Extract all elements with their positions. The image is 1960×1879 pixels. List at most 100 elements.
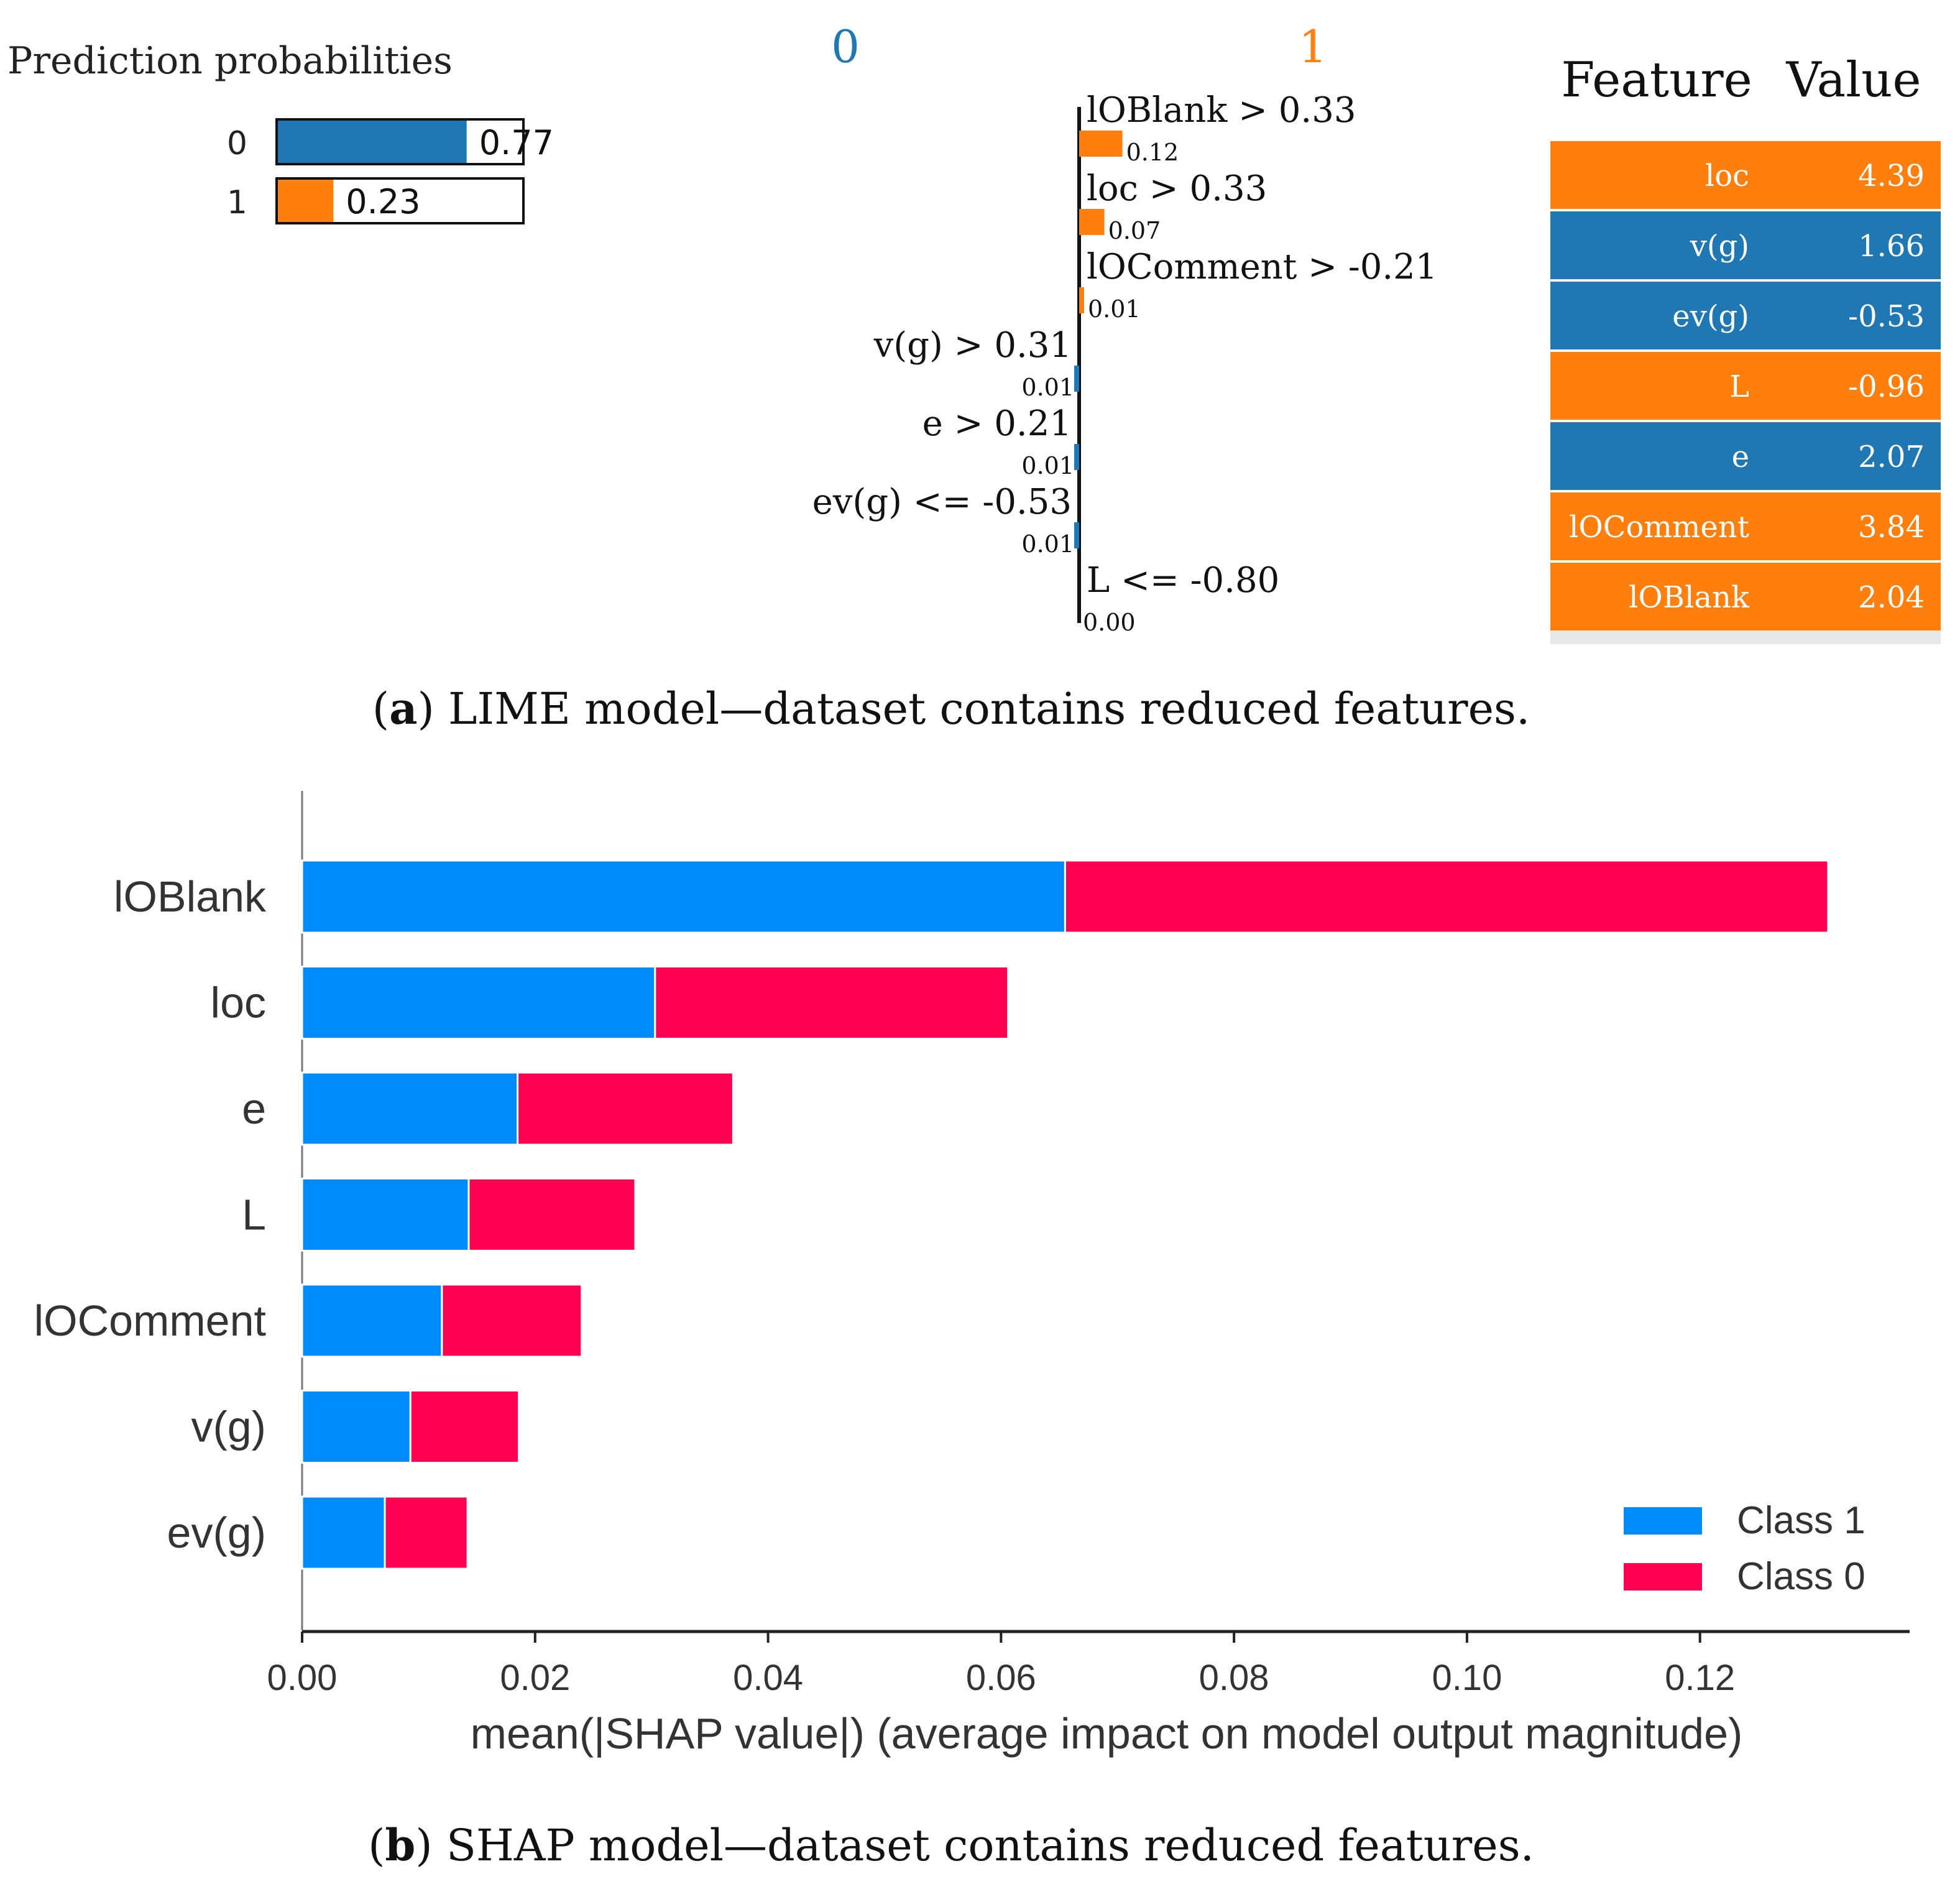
table-cell-value: -0.96 bbox=[1848, 369, 1925, 404]
probability-bar bbox=[277, 119, 467, 164]
shap-legend: Class 1 Class 0 bbox=[1624, 1499, 1866, 1598]
table-header-feature: Feature bbox=[1561, 52, 1752, 108]
probability-value-label: 0.77 bbox=[479, 123, 554, 162]
shap-x-tick-label: 0.02 bbox=[500, 1658, 570, 1698]
table-row bbox=[1550, 352, 1941, 420]
explanation-weight-bar bbox=[1079, 209, 1105, 235]
legend-label-class-0: Class 0 bbox=[1737, 1555, 1866, 1598]
table-cell-feature: e bbox=[1732, 440, 1749, 474]
explanation-weight-bar bbox=[1079, 287, 1084, 313]
lime-explanation: 0 1 lOBlank > 0.33 0.12 loc > 0.33 0.07 lOCo… bbox=[812, 21, 1438, 636]
caption-b: (b) SHAP model—dataset contains reduced … bbox=[368, 1819, 1534, 1871]
shap-bar-class-1 bbox=[301, 1283, 443, 1358]
probabilities-title: Prediction probabilities bbox=[7, 39, 453, 83]
shap-bar-class-1 bbox=[301, 1071, 519, 1146]
shap-bar-class-0 bbox=[654, 966, 1010, 1040]
caption-b-label: b bbox=[385, 1819, 415, 1871]
shap-category-label: loc bbox=[211, 979, 266, 1027]
caption-a: (a) LIME model—dataset contains reduced … bbox=[372, 683, 1530, 734]
class-label-0: 0 bbox=[831, 21, 860, 73]
explanation-weight-bar bbox=[1074, 366, 1079, 392]
shap-bar-class-1 bbox=[301, 966, 656, 1040]
table-cell-feature: v(g) bbox=[1690, 229, 1749, 264]
table-row bbox=[1550, 563, 1941, 630]
shap-category-label: v(g) bbox=[191, 1403, 266, 1451]
shap-category-label: lOBlank bbox=[114, 872, 267, 921]
table-row bbox=[1550, 492, 1941, 560]
table-cell-value: 2.07 bbox=[1858, 440, 1925, 474]
shap-bar-class-0 bbox=[517, 1071, 734, 1146]
legend-swatch-class-0 bbox=[1624, 1563, 1702, 1590]
shap-bar-class-1 bbox=[301, 1495, 386, 1570]
shap-x-tick-label: 0.00 bbox=[267, 1658, 338, 1698]
explanation-weight-bar bbox=[1079, 131, 1123, 157]
table-cell-value: 4.39 bbox=[1858, 159, 1925, 193]
shap-bar-class-0 bbox=[441, 1283, 583, 1358]
explanation-weight-bar bbox=[1074, 522, 1079, 548]
explanation-weight-label: 0.07 bbox=[1108, 217, 1161, 244]
shap-x-tick-label: 0.12 bbox=[1665, 1658, 1735, 1698]
table-row bbox=[1550, 211, 1941, 279]
explanation-condition-label: e > 0.21 bbox=[922, 404, 1072, 444]
table-cell-feature: loc bbox=[1705, 159, 1749, 193]
explanation-condition-label: lOComment > -0.21 bbox=[1087, 247, 1437, 287]
shap-category-label: lOComment bbox=[34, 1296, 266, 1345]
shap-bar-class-0 bbox=[409, 1390, 520, 1464]
explanation-condition-label: L <= -0.80 bbox=[1087, 560, 1279, 601]
legend-swatch-class-1 bbox=[1624, 1507, 1702, 1535]
shap-bar-class-1 bbox=[301, 1390, 412, 1464]
shap-category-label: e bbox=[242, 1084, 266, 1133]
probability-bar bbox=[277, 178, 334, 223]
table-cell-value: -0.53 bbox=[1848, 299, 1925, 334]
legend-label-class-1: Class 1 bbox=[1737, 1499, 1866, 1542]
shap-category-label: ev(g) bbox=[167, 1508, 266, 1557]
explanation-condition-label: ev(g) <= -0.53 bbox=[812, 482, 1072, 522]
explanation-weight-bar bbox=[1074, 444, 1079, 470]
table-row bbox=[1550, 422, 1941, 490]
probability-bar-frame bbox=[275, 177, 525, 224]
shap-x-tick-label: 0.06 bbox=[966, 1658, 1036, 1698]
shap-bar-class-0 bbox=[1064, 859, 1829, 934]
explanation-weight-label: 0.01 bbox=[1021, 452, 1074, 479]
probability-category-label: 0 bbox=[227, 125, 247, 162]
shap-bar-class-0 bbox=[467, 1178, 637, 1252]
table-cell-feature: ev(g) bbox=[1672, 299, 1749, 334]
caption-a-text: LIME model—dataset contains reduced feat… bbox=[448, 683, 1530, 734]
explanation-weight-label: 0.01 bbox=[1088, 295, 1141, 323]
table-footer bbox=[1550, 630, 1941, 644]
shap-category-label: L bbox=[242, 1191, 266, 1239]
explanation-weight-label: 0.12 bbox=[1126, 139, 1179, 166]
table-cell-feature: lOBlank bbox=[1629, 580, 1750, 615]
table-cell-value: 1.66 bbox=[1858, 229, 1925, 264]
explanation-condition-label: loc > 0.33 bbox=[1087, 169, 1267, 209]
probability-category-label: 1 bbox=[227, 184, 247, 221]
table-row bbox=[1550, 282, 1941, 349]
table-cell-value: 2.04 bbox=[1858, 580, 1925, 615]
lime-feature-value-table: Feature Value loc 4.39 v(g) 1.66 ev(g) -0.53 L… bbox=[1550, 52, 1941, 644]
explanation-condition-label: lOBlank > 0.33 bbox=[1087, 90, 1356, 131]
table-row bbox=[1550, 141, 1941, 209]
shap-bar-class-0 bbox=[384, 1495, 469, 1570]
caption-a-label: a bbox=[389, 683, 417, 734]
shap-bar-class-1 bbox=[301, 859, 1066, 934]
probability-value-label: 0.23 bbox=[346, 182, 420, 221]
caption-b-text: SHAP model—dataset contains reduced feat… bbox=[446, 1820, 1534, 1871]
shap-x-axis-label: mean(|SHAP value|) (average impact on mo… bbox=[471, 1709, 1743, 1758]
table-header-value: Value bbox=[1785, 52, 1921, 108]
shap-x-tick-label: 0.08 bbox=[1199, 1658, 1269, 1698]
table-cell-value: 3.84 bbox=[1858, 510, 1925, 545]
class-label-1: 1 bbox=[1299, 21, 1327, 73]
table-cell-feature: L bbox=[1729, 369, 1749, 404]
shap-x-tick-label: 0.10 bbox=[1432, 1658, 1502, 1698]
probability-bar-frame bbox=[275, 118, 525, 165]
table-cell-feature: lOComment bbox=[1569, 510, 1749, 545]
lime-prediction-probabilities: Prediction probabilities 0 0.77 1 0.23 bbox=[7, 39, 554, 224]
explanation-weight-label: 0.01 bbox=[1021, 530, 1074, 558]
shap-bar-class-1 bbox=[301, 1178, 470, 1252]
explanation-condition-label: v(g) > 0.31 bbox=[873, 325, 1072, 366]
explanation-weight-label: 0.01 bbox=[1021, 374, 1074, 401]
explanation-weight-label: 0.00 bbox=[1083, 609, 1136, 636]
shap-x-tick-label: 0.04 bbox=[733, 1658, 803, 1698]
